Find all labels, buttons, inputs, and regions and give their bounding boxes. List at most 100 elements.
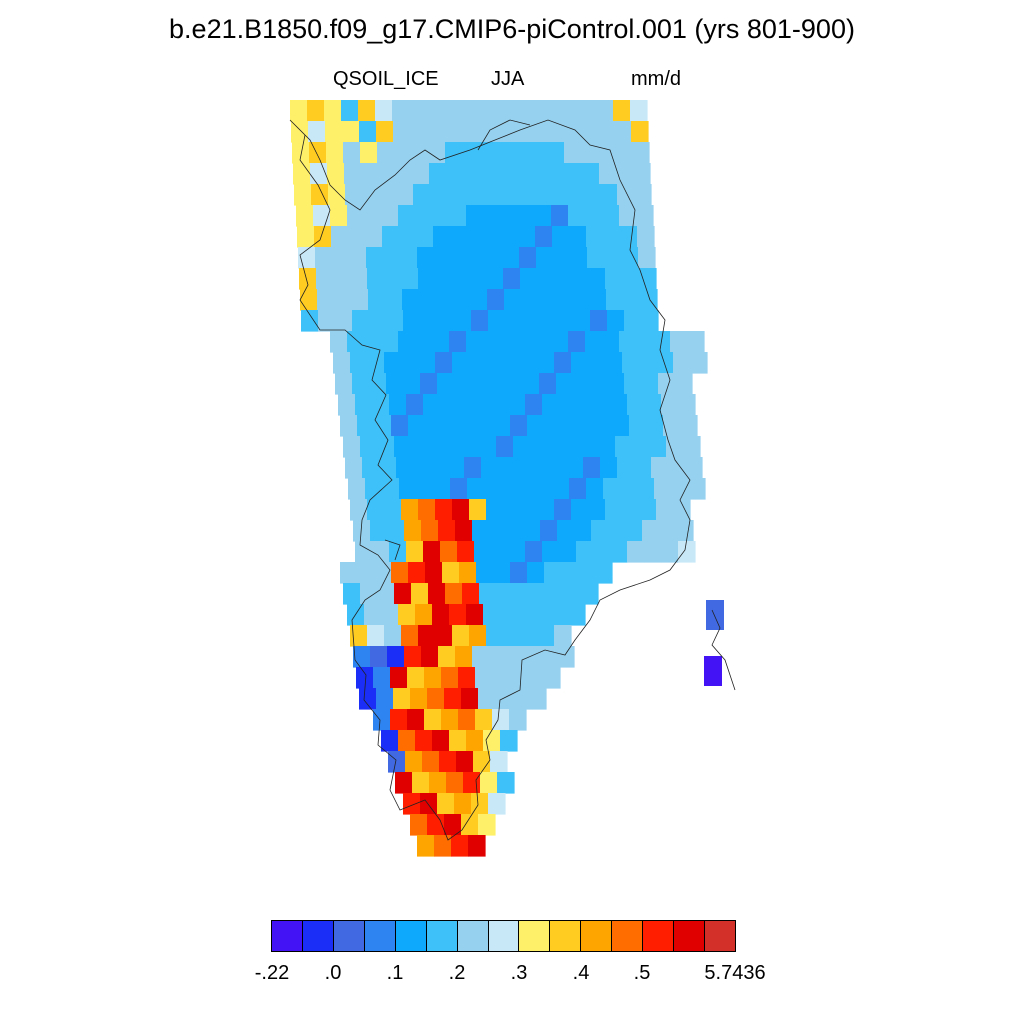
grid-cell (437, 793, 455, 815)
grid-cell (365, 478, 383, 500)
grid-cell (596, 100, 614, 122)
grid-cell (636, 205, 654, 227)
colorbar-label: .5 (633, 962, 651, 984)
grid-cell (454, 310, 472, 332)
grid-cell (466, 331, 484, 353)
grid-cell (631, 121, 649, 143)
grid-cell (487, 289, 505, 311)
variable-label: QSOIL_ICE (333, 68, 439, 90)
grid-cell (490, 751, 508, 773)
grid-cell (413, 184, 431, 206)
grid-cell (438, 646, 456, 668)
grid-cell (315, 247, 333, 269)
grid-cell (480, 772, 498, 794)
grid-cell (401, 268, 419, 290)
grid-cell (588, 352, 606, 374)
grid-cell (412, 772, 430, 794)
grid-cell (426, 100, 444, 122)
grid-cell (537, 499, 555, 521)
grid-cell (520, 625, 538, 647)
grid-cell (675, 373, 693, 395)
grid-cell (393, 688, 411, 710)
grid-cell (624, 310, 642, 332)
grid-cell (343, 142, 361, 164)
grid-cell (407, 709, 425, 731)
grid-cell (690, 352, 708, 374)
grid-cell (461, 121, 479, 143)
grid-cell (419, 289, 437, 311)
grid-cell (604, 247, 622, 269)
grid-cell (452, 268, 470, 290)
grid-cell (559, 541, 577, 563)
grid-cell (683, 436, 701, 458)
grid-cell (534, 604, 552, 626)
grid-cell (328, 184, 346, 206)
grid-cell (299, 268, 317, 290)
grid-cell (381, 604, 399, 626)
grid-cell (500, 331, 518, 353)
grid-cell (415, 205, 433, 227)
grid-cell (528, 100, 546, 122)
grid-cell (500, 730, 518, 752)
grid-cell (557, 520, 575, 542)
grid-cell (680, 415, 698, 437)
grid-cell (571, 268, 589, 290)
grid-cell (518, 226, 536, 248)
grid-cell (466, 205, 484, 227)
grid-cell (390, 709, 408, 731)
grid-cell (369, 373, 387, 395)
grid-cell (563, 121, 581, 143)
grid-cell (409, 100, 427, 122)
grid-cell (630, 100, 648, 122)
grid-cell (527, 415, 545, 437)
grid-cell (486, 268, 504, 290)
grid-cell (475, 709, 493, 731)
grid-cell (537, 352, 555, 374)
grid-cell (385, 289, 403, 311)
grid-cell (473, 751, 491, 773)
grid-cell (637, 226, 655, 248)
grid-cell (396, 184, 414, 206)
grid-cell (356, 667, 374, 689)
grid-cell (525, 541, 543, 563)
grid-cell (621, 247, 639, 269)
grid-cell (376, 121, 394, 143)
grid-cell (521, 289, 539, 311)
plot-title: b.e21.B1850.f09_g17.CMIP6-piControl.001 … (169, 14, 855, 44)
grid-cell (559, 394, 577, 416)
grid-cell (459, 415, 477, 437)
grid-cell (416, 226, 434, 248)
grid-cell (535, 478, 553, 500)
grid-cell (447, 457, 465, 479)
grid-cell (597, 121, 615, 143)
grid-cell (486, 352, 504, 374)
grid-cell (432, 604, 450, 626)
grid-cell (495, 688, 513, 710)
grid-cell (395, 772, 413, 794)
grid-cell (417, 247, 435, 269)
grid-cell (566, 457, 584, 479)
grid-cell (310, 163, 328, 185)
grid-cell (663, 415, 681, 437)
grid-cell (489, 520, 507, 542)
grid-cell (610, 394, 628, 416)
grid-cell (408, 562, 426, 584)
grid-cell (532, 457, 550, 479)
grid-cell (561, 415, 579, 437)
colorbar-swatch (642, 920, 675, 952)
grid-cell (554, 499, 572, 521)
grid-cell (359, 688, 377, 710)
grid-cell (432, 205, 450, 227)
grid-cell (472, 520, 490, 542)
grid-cell (393, 121, 411, 143)
grid-cell (640, 289, 658, 311)
grid-cell (519, 247, 537, 269)
grid-cell (498, 457, 516, 479)
grid-cell (391, 562, 409, 584)
grid-cell (401, 499, 419, 521)
grid-cell (554, 625, 572, 647)
grid-cell (462, 436, 480, 458)
grid-cell (372, 394, 390, 416)
grid-cell (432, 730, 450, 752)
grid-cell (617, 184, 635, 206)
